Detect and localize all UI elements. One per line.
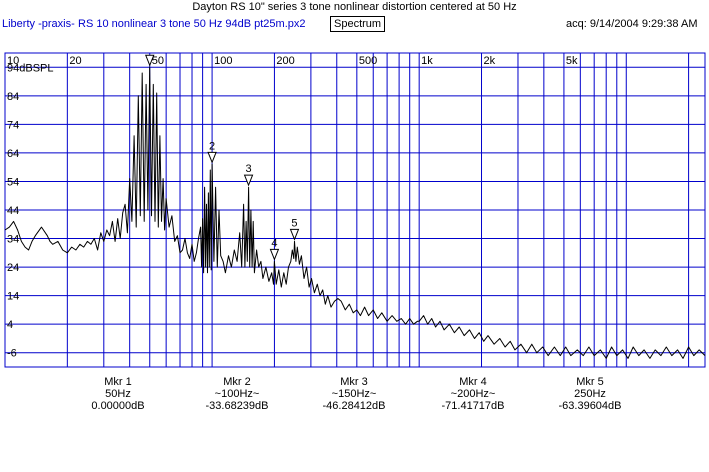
peak-marker-label: 3 [245,163,251,175]
marker-value: -46.28412dB [322,400,386,412]
marker-readout-4: Mkr 4 ~200Hz~ -71.41717dB [433,376,513,412]
marker-frequency: ~150Hz~ [331,388,377,400]
x-tick-label: 5k [566,55,578,67]
x-tick-label: 20 [69,55,81,67]
marker-title: Mkr 3 [340,376,368,388]
y-tick-label: 24 [7,262,19,274]
peak-marker-label: 4 [271,237,277,249]
peak-marker-triangle [145,54,155,67]
y-tick-label: 4 [7,319,13,331]
peak-marker-triangle [269,248,280,261]
marker-readout-3: Mkr 3 ~150Hz~ -46.28412dB [314,376,394,412]
peak-marker-triangle [207,151,217,164]
marker-frequency: ~200Hz~ [450,388,496,400]
y-tick-label: 54 [7,176,19,188]
marker-frequency: 250Hz [574,388,606,400]
marker-readout-5: Mkr 5 250Hz -63.39604dB [550,376,630,412]
file-name: RS 10 nonlinear 3 tone 50 Hz 94dB pt25m.… [78,18,306,30]
y-tick-label: 64 [7,148,19,160]
app-name: Liberty -praxis- [2,18,75,30]
marker-readout-2: Mkr 2 ~100Hz~ -33.68239dB [197,376,277,412]
x-tick-label: 1k [421,55,433,67]
marker-title: Mkr 1 [104,376,132,388]
x-tick-label: 50 [152,55,164,67]
y-tick-label: 74 [7,119,19,131]
marker-readout-1: Mkr 1 50Hz 0.00000dB [78,376,158,412]
acquisition-timestamp: acq: 9/14/2004 9:29:38 AM [566,18,698,30]
x-tick-label: 500 [359,55,377,67]
peak-marker-triangle [289,228,300,241]
marker-title: Mkr 4 [459,376,487,388]
marker-frequency: ~100Hz~ [214,388,260,400]
x-tick-label: 100 [214,55,232,67]
peak-marker-triangle [243,174,254,187]
peak-marker-label: 2 [209,140,215,152]
y-tick-label: 34 [7,234,19,246]
spectrum-trace [4,66,706,359]
y-tick-label: 14 [7,291,19,303]
marker-title: Mkr 2 [223,376,251,388]
y-tick-label: 94dBSPL [7,62,53,74]
y-tick-label: 44 [7,205,19,217]
peak-marker-label: 5 [291,217,297,229]
y-tick-label: 84 [7,91,19,103]
x-tick-label: 200 [276,55,294,67]
y-tick-label: -6 [7,348,17,360]
marker-value: 0.00000dB [91,400,145,412]
marker-value: -71.41717dB [441,400,505,412]
chart-title: Dayton RS 10" series 3 tone nonlinear di… [192,1,517,13]
marker-frequency: 50Hz [105,388,131,400]
x-tick-label: 2k [484,55,496,67]
x-tick-label: 10 [7,55,19,67]
spectrum-view-button[interactable]: Spectrum [330,16,386,32]
marker-value: -33.68239dB [205,400,269,412]
marker-title: Mkr 5 [576,376,604,388]
marker-value: -63.39604dB [558,400,622,412]
